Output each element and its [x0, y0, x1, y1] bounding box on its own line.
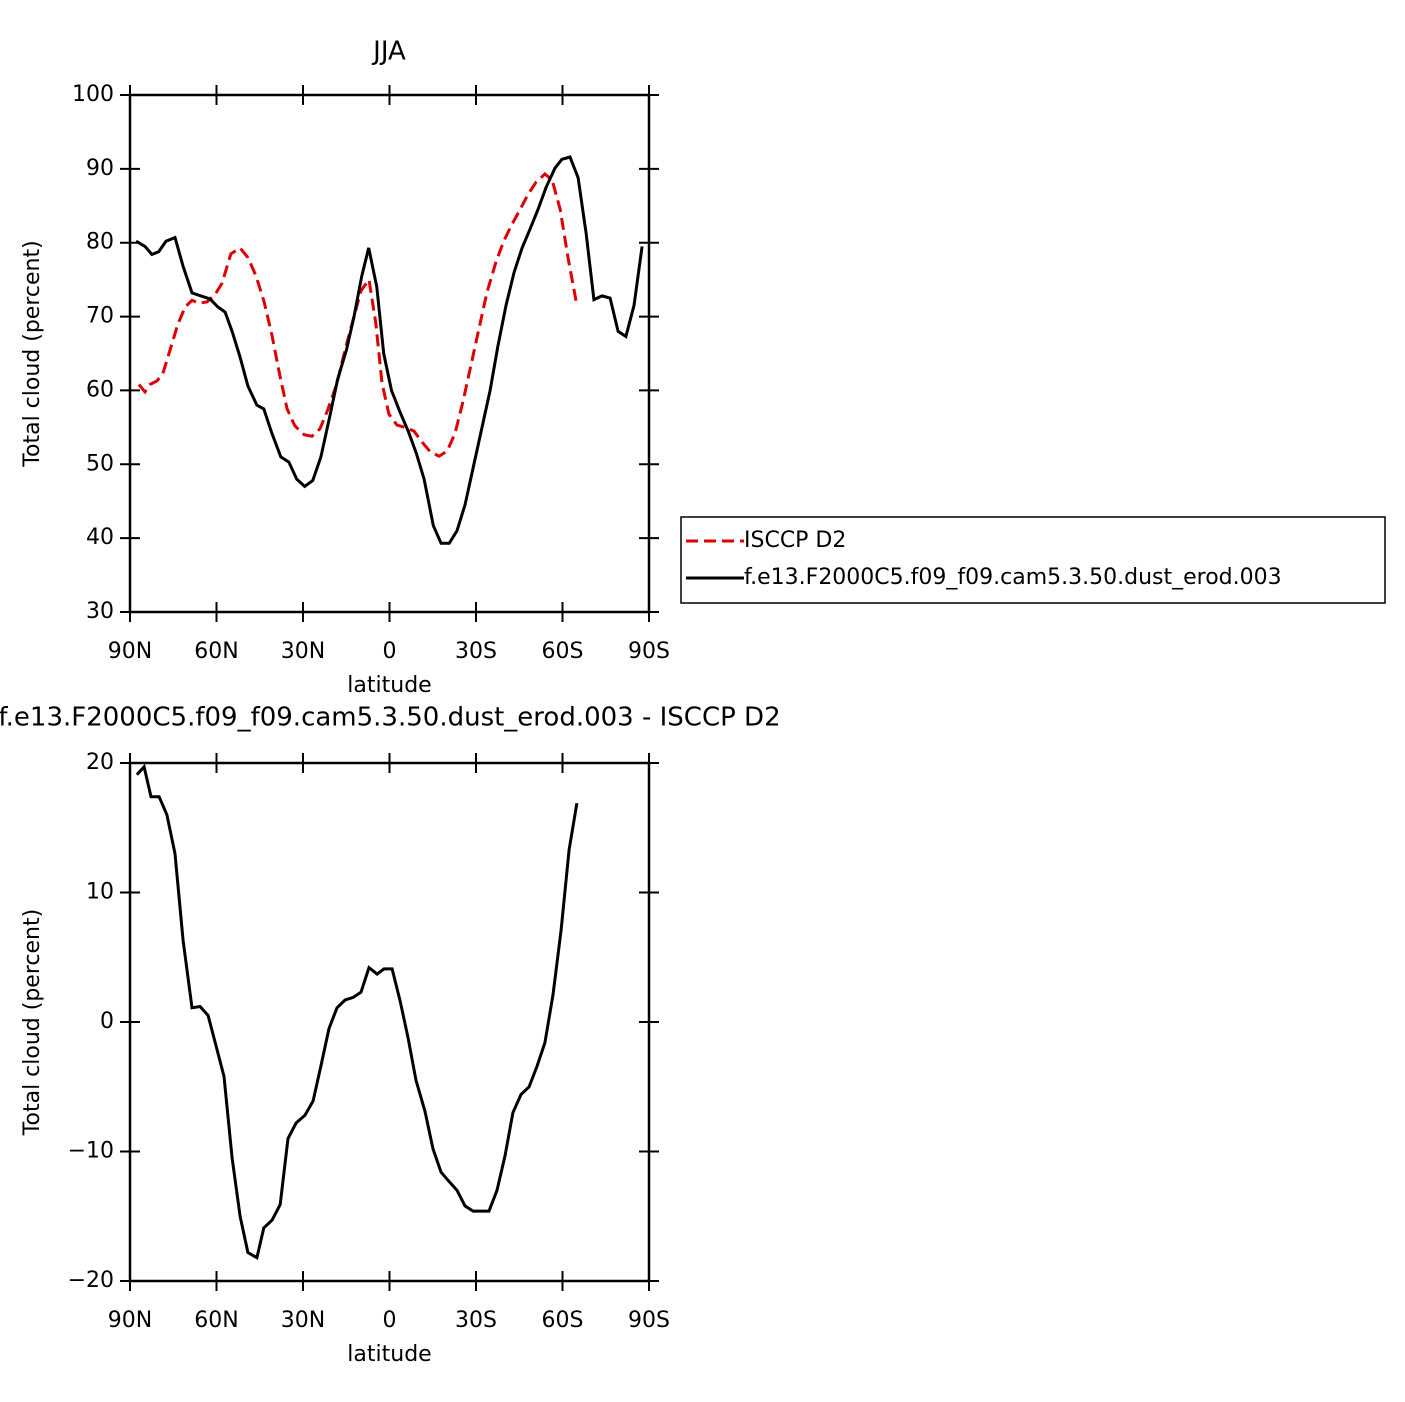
x-tick-label: 30N [281, 1308, 325, 1333]
legend-label: ISCCP D2 [744, 528, 846, 553]
y-tick-label: 20 [86, 750, 114, 775]
y-tick-label: −20 [68, 1268, 114, 1293]
y-tick-label: 30 [86, 599, 114, 624]
legend-box [680, 516, 1386, 604]
y-tick-label: 70 [86, 304, 114, 329]
y-tick-label: 60 [86, 377, 114, 402]
x-axis-label: latitude [347, 673, 431, 698]
y-tick-label: 90 [86, 156, 114, 181]
chart-title: f.e13.F2000C5.f09_f09.cam5.3.50.dust_ero… [0, 703, 781, 733]
y-tick-label: 40 [86, 525, 114, 550]
plot-frame [128, 93, 651, 614]
x-axis-label: latitude [347, 1342, 431, 1367]
x-tick-label: 90S [628, 1308, 670, 1333]
y-tick-label: −10 [68, 1139, 114, 1164]
y-tick-label: 10 [86, 880, 114, 905]
x-tick-label: 60S [542, 1308, 584, 1333]
x-tick-label: 60N [194, 639, 238, 664]
y-tick-label: 80 [86, 230, 114, 255]
x-tick-label: 30N [281, 639, 325, 664]
y-axis-label: Total cloud (percent) [20, 909, 45, 1136]
x-tick-label: 60S [542, 639, 584, 664]
y-tick-label: 50 [86, 451, 114, 476]
chart-title: JJA [371, 37, 406, 67]
y-tick-label: 0 [100, 1009, 114, 1034]
x-tick-label: 90N [108, 639, 152, 664]
y-tick-label: 100 [72, 82, 114, 107]
x-tick-label: 60N [194, 1308, 238, 1333]
x-tick-label: 0 [383, 639, 397, 664]
x-tick-label: 90N [108, 1308, 152, 1333]
x-tick-label: 90S [628, 639, 670, 664]
x-tick-label: 0 [383, 1308, 397, 1333]
x-tick-label: 30S [455, 1308, 497, 1333]
series-line [135, 155, 644, 545]
series-line [135, 763, 579, 1261]
x-tick-label: 30S [455, 639, 497, 664]
y-axis-label: Total cloud (percent) [20, 240, 45, 467]
series-line [137, 172, 579, 458]
legend-label: f.e13.F2000C5.f09_f09.cam5.3.50.dust_ero… [744, 565, 1282, 590]
